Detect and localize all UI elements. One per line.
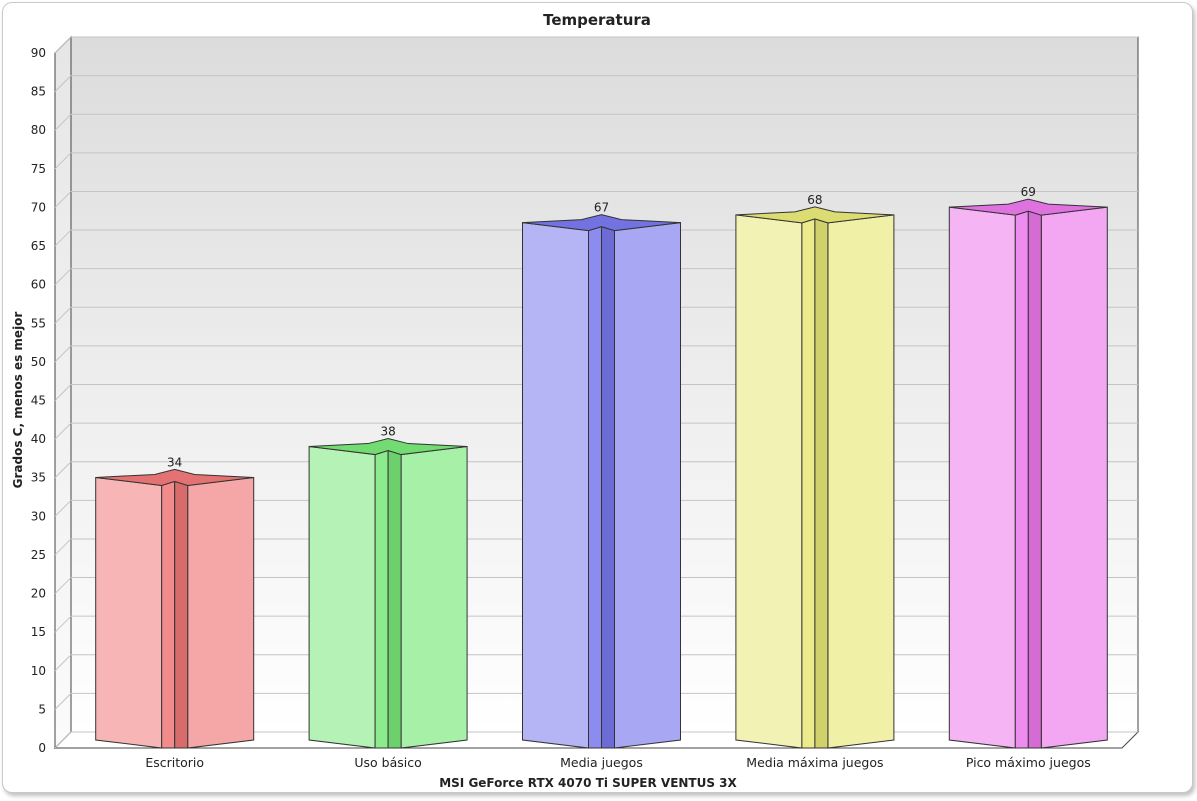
bar-top-cap: [949, 198, 1108, 216]
x-tick-label: Pico máximo juegos: [966, 755, 1091, 770]
bar-face-right: [400, 445, 468, 749]
bar-face-right: [614, 222, 681, 749]
y-tick-label: 90: [31, 46, 46, 60]
gridline-side: [54, 538, 72, 556]
gridline-side: [54, 345, 72, 363]
gridline-side: [54, 384, 72, 401]
y-tick-label: 40: [31, 432, 46, 446]
y-tick-label: 65: [31, 239, 46, 253]
y-axis-title: Grados C, menos es mejor: [11, 312, 25, 489]
x-tick-label: Media juegos: [560, 755, 643, 770]
y-tick-label: 55: [31, 316, 46, 330]
bar-face-inner-right: [387, 449, 402, 749]
bar: [522, 214, 681, 749]
x-tick-label: Uso básico: [354, 755, 421, 770]
bar: [735, 206, 895, 749]
x-tick-label: Media máxima juegos: [746, 755, 883, 770]
data-label: 34: [167, 455, 182, 469]
y-tick-label: 5: [38, 702, 46, 716]
data-label: 67: [594, 201, 609, 215]
y-tick-label: 85: [31, 85, 46, 99]
gridline-side: [54, 229, 72, 247]
y-tick-label: 10: [31, 664, 46, 678]
bar-face-inner-left: [1014, 210, 1029, 749]
data-label: 38: [380, 425, 395, 439]
chart-title: Temperatura: [543, 11, 651, 29]
data-label: 69: [1021, 185, 1036, 199]
y-tick-label: 25: [31, 548, 46, 562]
bar-face-inner-right: [601, 225, 615, 749]
gridline-side: [54, 693, 72, 710]
gridline-side: [54, 268, 72, 286]
y-axis-ticks: 0 5 10 15 20 25 30 35 40 45 50 55 60 65 70 75 80 85 90: [31, 46, 46, 755]
y-tick-label: 0: [38, 741, 46, 755]
bar: [308, 438, 468, 749]
gridline-side: [54, 654, 72, 672]
gridline-side: [54, 306, 72, 324]
bar-face-right: [1040, 206, 1108, 749]
bar-face-left: [308, 445, 376, 749]
bar-face-left: [522, 222, 589, 749]
bars: [95, 198, 1108, 749]
y-tick-label: 20: [31, 587, 46, 601]
bar-face-inner-left: [801, 218, 816, 749]
bar-face-right: [187, 476, 255, 749]
gridline-side: [54, 422, 72, 440]
bar-top-cap: [95, 468, 254, 486]
bar: [948, 198, 1108, 749]
gridline-side: [54, 191, 72, 208]
bar-top-cap: [735, 206, 894, 224]
bar-face-inner-right: [1027, 210, 1042, 749]
bar-face-inner-left: [588, 225, 602, 749]
y-tick-label: 45: [31, 394, 46, 408]
gridline-side: [54, 577, 72, 594]
y-tick-label: 15: [31, 625, 46, 639]
gridline-side: [54, 731, 72, 749]
gridline-side: [54, 615, 72, 633]
y-tick-label: 35: [31, 471, 46, 485]
gridline-side: [54, 499, 72, 517]
bar-top-cap: [522, 214, 681, 232]
gridline-side: [54, 75, 72, 92]
y-tick-label: 80: [31, 123, 46, 137]
gridline-side: [54, 36, 72, 54]
y-tick-label: 70: [31, 200, 46, 214]
data-label: 68: [807, 193, 822, 207]
x-tick-label: Escritorio: [145, 755, 204, 770]
x-axis-categories: Escritorio Uso básico Media juegos Media má…: [145, 755, 1090, 770]
gridline-side: [54, 113, 72, 131]
bar-face-left: [948, 206, 1016, 749]
bar-face-inner-right: [814, 218, 829, 749]
bar-face-right: [827, 214, 895, 749]
y-tick-label: 60: [31, 278, 46, 292]
y-tick-label: 30: [31, 509, 46, 523]
bar-top-cap: [309, 438, 468, 456]
bar: [95, 468, 255, 749]
y-tick-label: 75: [31, 162, 46, 176]
gridline-side: [54, 461, 72, 479]
y-tick-label: 50: [31, 355, 46, 369]
bar-face-inner-right: [174, 480, 189, 749]
bar-face-left: [95, 476, 163, 749]
bar-face-inner-left: [161, 480, 176, 749]
x-axis-title: MSI GeForce RTX 4070 Ti SUPER VENTUS 3X: [439, 776, 737, 790]
gridline-side: [54, 152, 72, 170]
bar-face-left: [735, 214, 803, 749]
bar-face-inner-left: [374, 449, 389, 749]
data-labels: 34 38 67 68 69: [167, 185, 1036, 469]
